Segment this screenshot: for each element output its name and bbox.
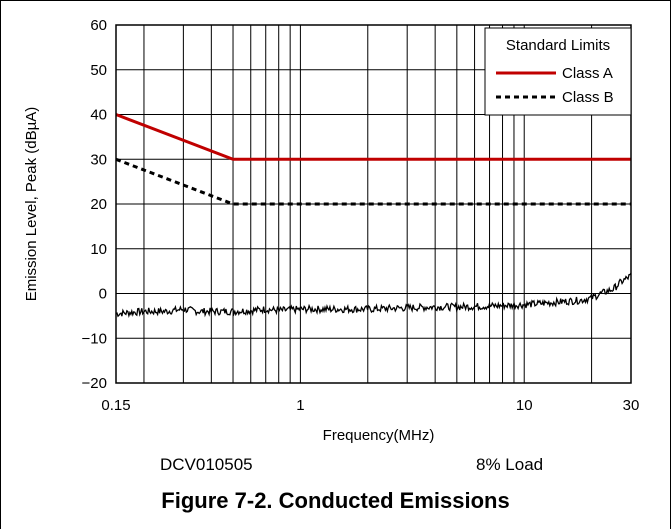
y-tick-labels: −20 −10 0 10 20 30 40 50 60: [82, 17, 107, 392]
y-tick-label: 20: [90, 196, 107, 213]
legend: Standard Limits Class A Class B: [484, 27, 632, 116]
legend-label-class-b: Class B: [562, 89, 614, 106]
x-axis-title: Frequency(MHz): [323, 427, 435, 444]
y-tick-label: −10: [82, 330, 107, 347]
plot-area-border: [115, 24, 632, 384]
footer-device-label: DCV010505: [160, 455, 253, 474]
x-tick-label: 30: [623, 397, 640, 414]
series-class-a-limit: [115, 113, 631, 161]
legend-title: Standard Limits: [506, 37, 610, 54]
y-tick-label: 40: [90, 107, 107, 124]
series-class-b-limit: [115, 157, 631, 206]
y-tick-label: 50: [90, 62, 107, 79]
x-tick-label: 1: [296, 397, 304, 414]
x-tick-label: 10: [516, 397, 533, 414]
footer-load-label: 8% Load: [476, 455, 544, 474]
emissions-chart: −20 −10 0 10 20 30 40 50 60 0.15 1 10 30 Emission L…: [23, 17, 639, 444]
figure-caption: Figure 7-2. Conducted Emissions: [161, 488, 510, 513]
series-layer: [115, 113, 632, 318]
y-tick-label: 0: [99, 286, 107, 303]
series-emission-trace: [115, 272, 632, 318]
y-tick-label: 10: [90, 241, 107, 258]
y-tick-label: −20: [82, 375, 107, 392]
legend-label-class-a: Class A: [562, 65, 613, 82]
y-axis-title: Emission Level, Peak (dBµA): [23, 107, 40, 302]
y-tick-label: 30: [90, 151, 107, 168]
y-tick-label: 60: [90, 17, 107, 34]
x-tick-label: 0.15: [101, 397, 130, 414]
x-tick-labels: 0.15 1 10 30: [101, 397, 639, 414]
